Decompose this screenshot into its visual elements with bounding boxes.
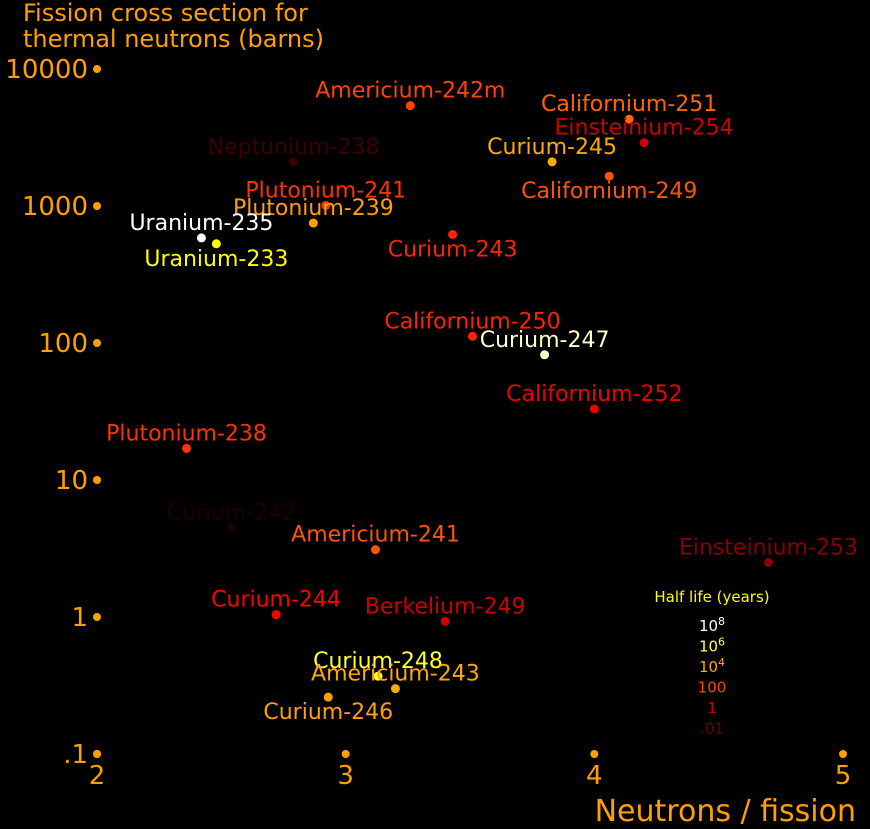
legend-entry: 106 <box>699 636 725 656</box>
point-label: Curium-243 <box>388 237 518 262</box>
x-tick-label: 2 <box>89 761 106 791</box>
y-tick-label: 10 <box>55 466 88 496</box>
point-label: Californium-252 <box>506 382 682 407</box>
y-tick-label: 1000 <box>22 192 88 222</box>
x-axis-ticks: 2 3 4 5 <box>89 750 852 791</box>
point-label: Curium-246 <box>263 700 393 725</box>
point-label: Plutonium-241 <box>245 178 406 203</box>
data-point <box>373 671 383 681</box>
data-point <box>321 200 331 210</box>
data-point <box>448 229 458 239</box>
x-tick-label: 5 <box>835 761 852 791</box>
data-point <box>271 610 281 620</box>
x-axis-label: Neutrons / fission <box>595 794 856 829</box>
point-label: Neptunium-238 <box>208 135 380 160</box>
data-point <box>540 350 550 360</box>
point-label: Curium-242 <box>166 501 296 526</box>
y-tick-mark <box>93 202 101 210</box>
x-tick-mark <box>839 750 847 758</box>
y-tick-label: 1 <box>71 603 88 633</box>
point-label: Plutonium-238 <box>106 421 267 446</box>
data-point <box>547 157 557 167</box>
y-tick-mark <box>93 65 101 73</box>
point-label: Americium-241 <box>291 523 460 548</box>
x-tick-label: 3 <box>337 761 354 791</box>
data-point <box>288 157 298 167</box>
legend-entry: .01 <box>700 720 724 738</box>
point-label: Californium-249 <box>521 179 697 204</box>
y-tick-mark <box>93 339 101 347</box>
point-label: Einsteinium-253 <box>679 535 858 560</box>
data-point <box>467 331 477 341</box>
y-tick-label: 100 <box>38 329 88 359</box>
data-point <box>624 114 634 124</box>
data-point <box>196 233 206 243</box>
point-label: Berkelium-249 <box>365 594 526 619</box>
point-label: Curium-247 <box>480 328 610 353</box>
point-label: Einsteinium-254 <box>555 116 734 141</box>
data-point <box>371 545 381 555</box>
y-tick-mark <box>93 613 101 621</box>
data-point <box>405 101 415 111</box>
data-point <box>639 138 649 148</box>
chart-title-line-2: thermal neutrons (barns) <box>23 25 324 53</box>
data-points: Americium-242mCalifornium-251Einsteinium… <box>106 79 858 725</box>
point-label: Uranium-235 <box>129 211 273 236</box>
point-label: Uranium-233 <box>144 247 288 272</box>
point-label: Americium-243 <box>311 662 480 687</box>
legend-entry: 104 <box>699 656 725 676</box>
x-tick-label: 4 <box>586 761 603 791</box>
legend-entry: 108 <box>699 615 725 635</box>
data-point <box>589 404 599 414</box>
point-label: Curium-248 <box>313 649 443 674</box>
x-tick-mark <box>93 750 101 758</box>
point-label: Californium-250 <box>384 309 560 334</box>
data-point <box>226 523 236 533</box>
y-tick-label: 10000 <box>5 55 88 85</box>
legend-entry: 1 <box>707 699 717 717</box>
point-label: Americium-242m <box>315 79 505 104</box>
data-point <box>182 443 192 453</box>
y-tick-mark <box>93 476 101 484</box>
legend-title: Half life (years) <box>654 588 769 606</box>
y-axis-ticks: 10000 1000 100 10 1 .1 <box>5 55 101 770</box>
point-label: Curium-245 <box>487 135 617 160</box>
data-point <box>211 239 221 249</box>
data-point <box>440 616 450 626</box>
x-tick-mark <box>341 750 350 758</box>
point-label: Plutonium-239 <box>233 196 394 221</box>
y-tick-label: .1 <box>63 740 88 770</box>
point-label: Californium-251 <box>541 92 717 117</box>
data-point <box>604 171 614 181</box>
data-point <box>763 557 773 567</box>
data-point <box>308 218 318 228</box>
point-label: Curium-244 <box>211 588 341 613</box>
legend-entry: 100 <box>698 679 727 697</box>
x-tick-mark <box>590 750 599 758</box>
data-point <box>390 684 400 694</box>
chart-title-line-1: Fission cross section for <box>23 0 308 27</box>
data-point <box>323 692 333 702</box>
